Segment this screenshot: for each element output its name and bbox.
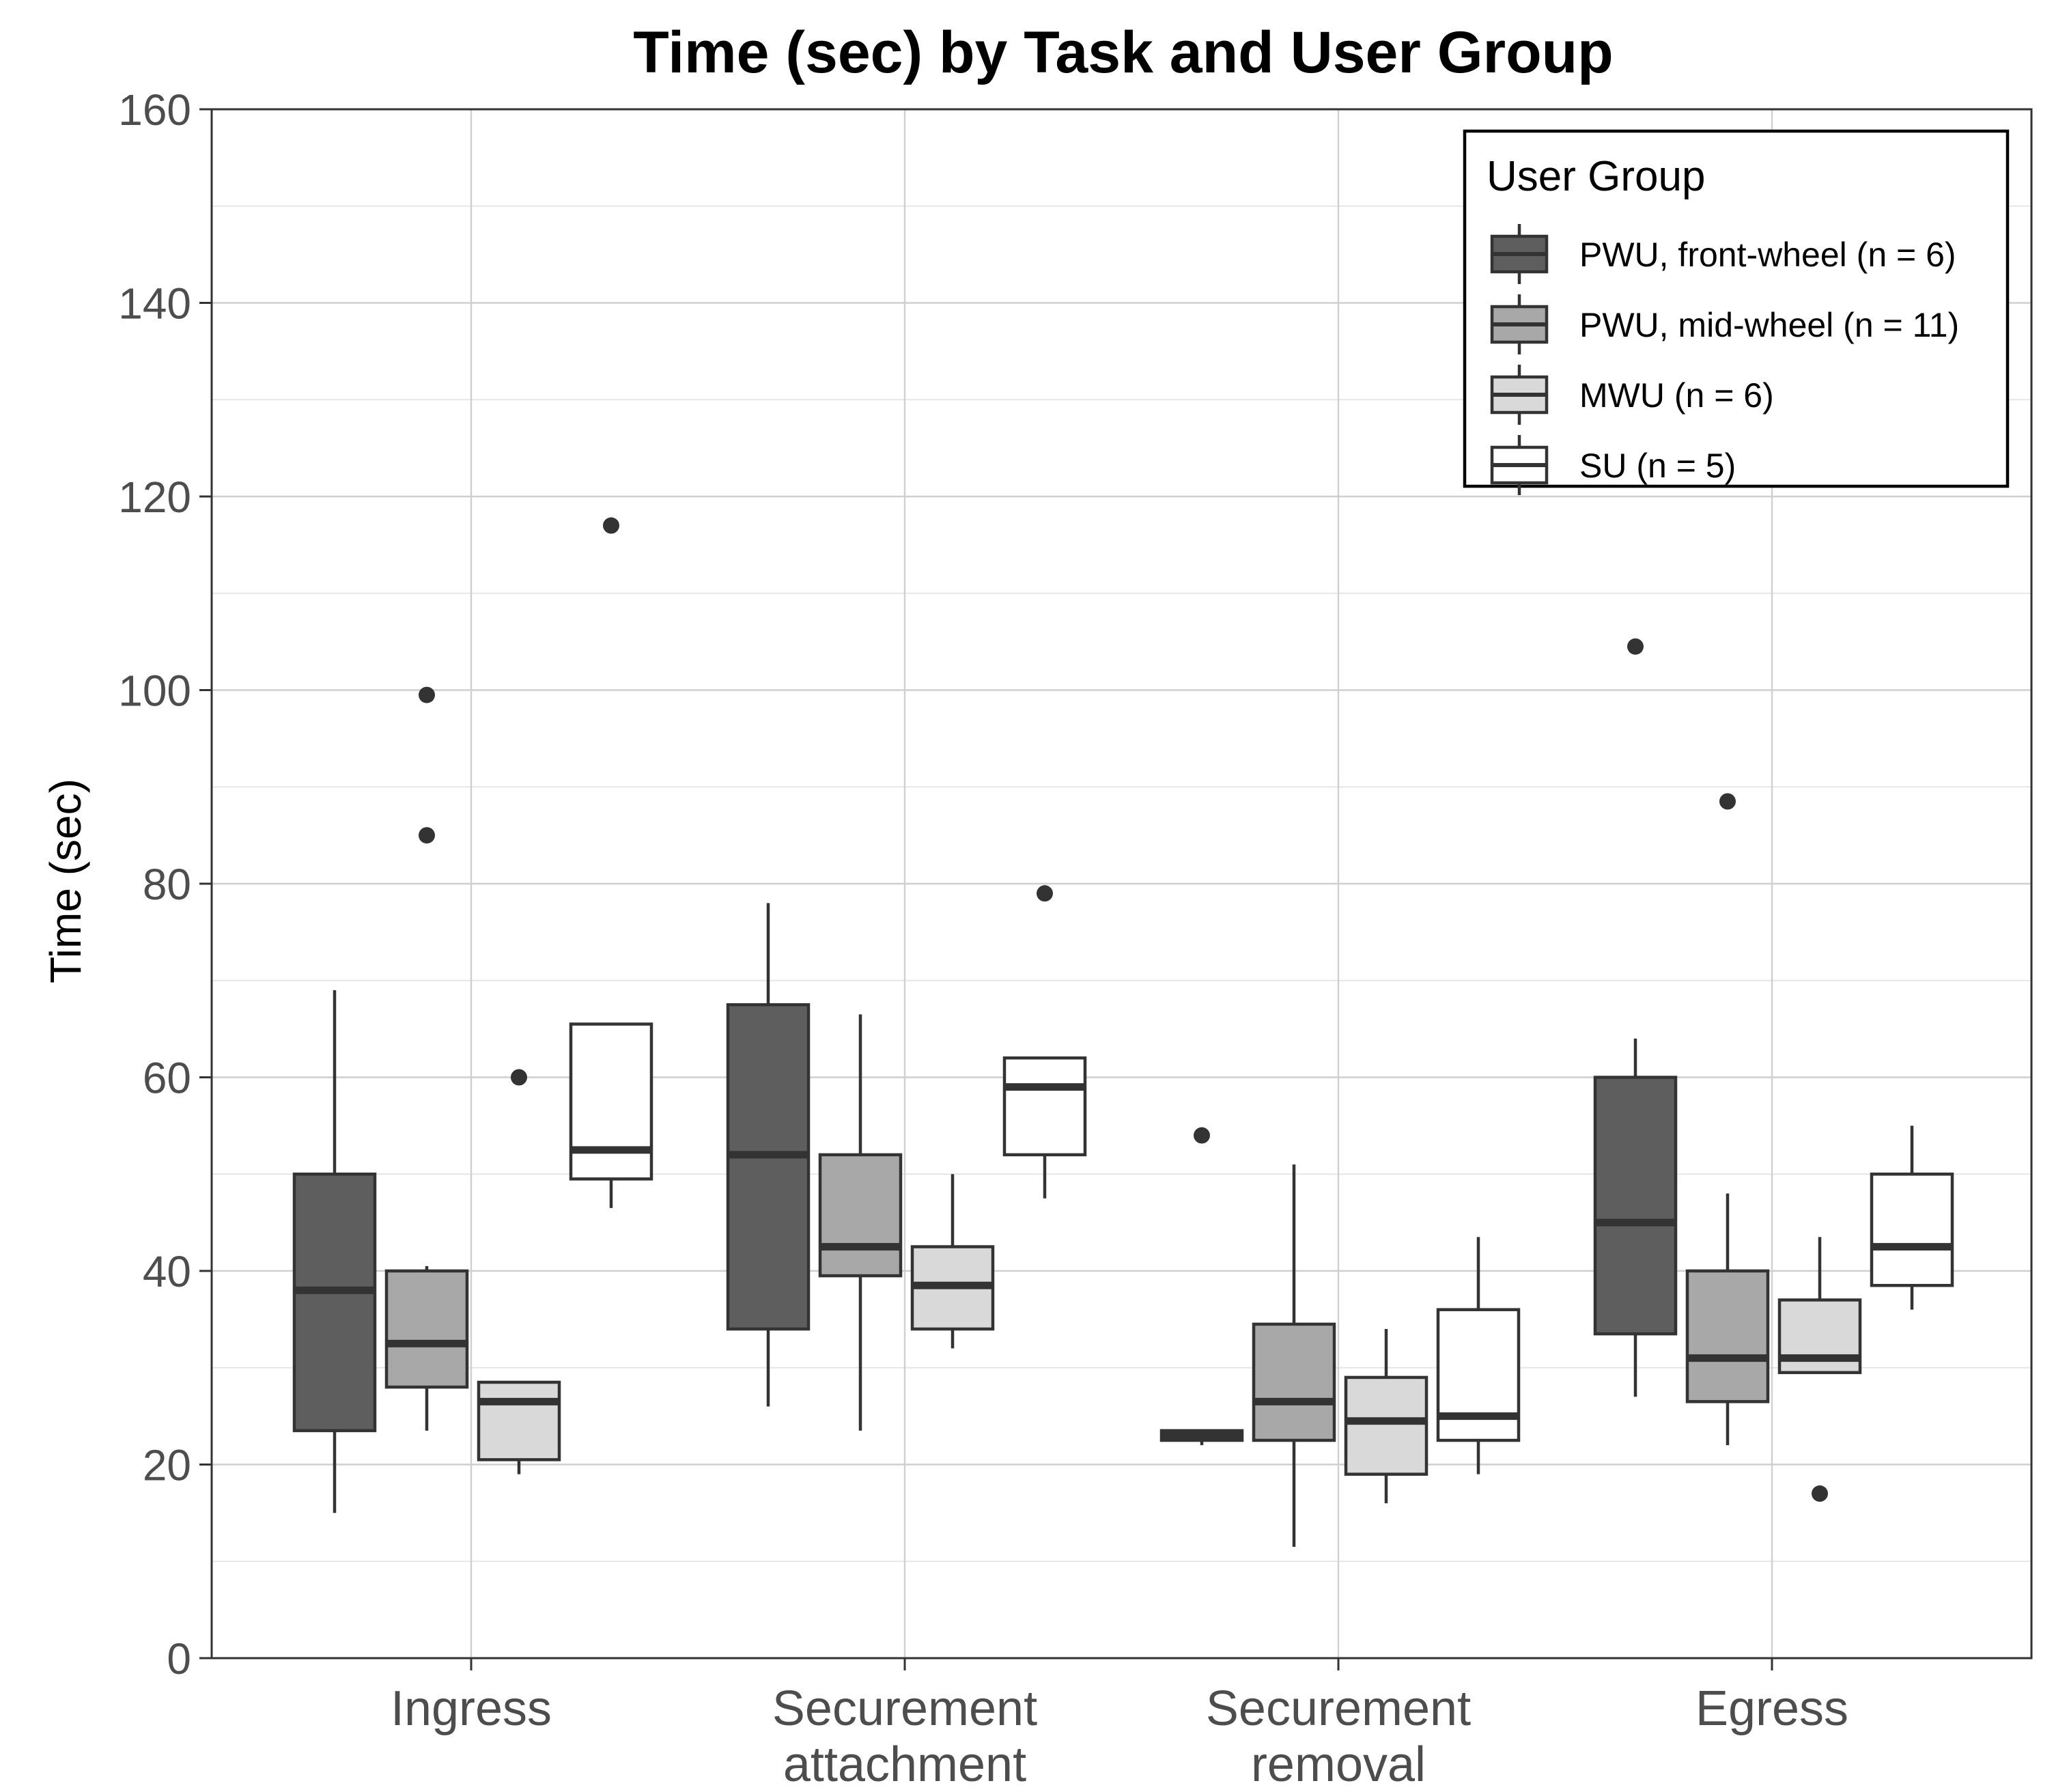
iqr-box <box>1002 1056 1087 1157</box>
iqr-box <box>1252 1322 1336 1442</box>
box-plot <box>1777 1237 1862 1502</box>
y-tick-label: 40 <box>143 1247 191 1296</box>
box-plot <box>477 1069 561 1474</box>
outlier-point <box>511 1069 527 1086</box>
outlier-point <box>1627 638 1644 655</box>
iqr-box <box>292 1173 377 1433</box>
box-plot <box>569 517 653 1208</box>
y-axis-label: Time (sec) <box>41 779 90 983</box>
outlier-point <box>1719 793 1736 810</box>
box-plot <box>1685 793 1770 1446</box>
outlier-point <box>1812 1485 1828 1502</box>
iqr-box <box>1344 1375 1428 1476</box>
iqr-box <box>384 1269 469 1389</box>
legend-item-label: PWU, mid-wheel (n = 11) <box>1579 306 1959 344</box>
box-plot <box>1870 1125 1954 1310</box>
box-plot <box>1159 1127 1244 1446</box>
outlier-point <box>603 517 619 534</box>
box-plot <box>1252 1164 1336 1547</box>
y-tick-label: 160 <box>118 85 191 135</box>
x-tick-label: Securement removal <box>1206 1681 1471 1789</box>
x-tick-label: Securement attachment <box>772 1681 1037 1789</box>
iqr-box <box>569 1022 653 1181</box>
box-plot <box>818 1014 903 1431</box>
box-plot <box>1593 638 1678 1397</box>
legend-item-label: MWU (n = 6) <box>1579 376 1774 415</box>
x-tick-label-line: attachment <box>783 1737 1026 1789</box>
x-tick-label-line: removal <box>1251 1737 1426 1789</box>
outlier-point <box>1037 885 1053 902</box>
y-tick-label: 0 <box>167 1634 191 1683</box>
x-tick-label: Ingress <box>391 1681 552 1736</box>
x-tick-label-line: Ingress <box>391 1681 552 1736</box>
box-plot <box>910 1174 995 1349</box>
legend: User Group PWU, front-wheel (n = 6) PWU, m… <box>1463 129 2010 495</box>
y-tick-label: 80 <box>143 860 191 909</box>
series-group <box>477 1069 1862 1504</box>
x-tick-label-line: Egress <box>1695 1681 1848 1736</box>
series-group <box>292 638 1678 1513</box>
box-plot <box>1436 1237 1521 1474</box>
legend-item-label: SU (n = 5) <box>1579 447 1736 485</box>
outlier-point <box>419 686 435 703</box>
iqr-box <box>477 1380 561 1461</box>
iqr-box <box>818 1153 903 1278</box>
legend-box <box>1463 129 2010 488</box>
box-plot <box>726 903 811 1407</box>
y-tick-label: 20 <box>143 1441 191 1490</box>
box-plot <box>1002 885 1087 1199</box>
series-group <box>384 686 1770 1547</box>
iqr-box <box>1436 1308 1521 1442</box>
x-tick-label-line: Securement <box>1206 1681 1471 1736</box>
outlier-point <box>1194 1127 1210 1144</box>
box-plot <box>292 990 377 1513</box>
x-tick-label: Egress <box>1695 1681 1848 1736</box>
legend-item-label: PWU, front-wheel (n = 6) <box>1579 236 1956 274</box>
box-plot <box>384 686 469 1431</box>
outlier-point <box>419 827 435 844</box>
chart-title: Time (sec) by Task and User Group <box>633 20 1613 85</box>
y-tick-label: 100 <box>118 667 191 716</box>
x-tick-label-line: Securement <box>772 1681 1037 1736</box>
y-axis: 0 20 40 60 80 100 120 140 160 <box>118 85 212 1683</box>
iqr-box <box>726 1003 811 1331</box>
iqr-box <box>1593 1076 1678 1336</box>
y-tick-label: 60 <box>143 1054 191 1103</box>
box-plot <box>1344 1329 1428 1504</box>
y-tick-label: 140 <box>118 279 191 328</box>
iqr-box <box>1870 1173 1954 1287</box>
box-groups <box>292 517 1954 1547</box>
iqr-box <box>1685 1269 1770 1403</box>
legend-title: User Group <box>1487 153 1705 200</box>
y-tick-label: 120 <box>118 473 191 522</box>
series-group <box>569 517 1954 1474</box>
